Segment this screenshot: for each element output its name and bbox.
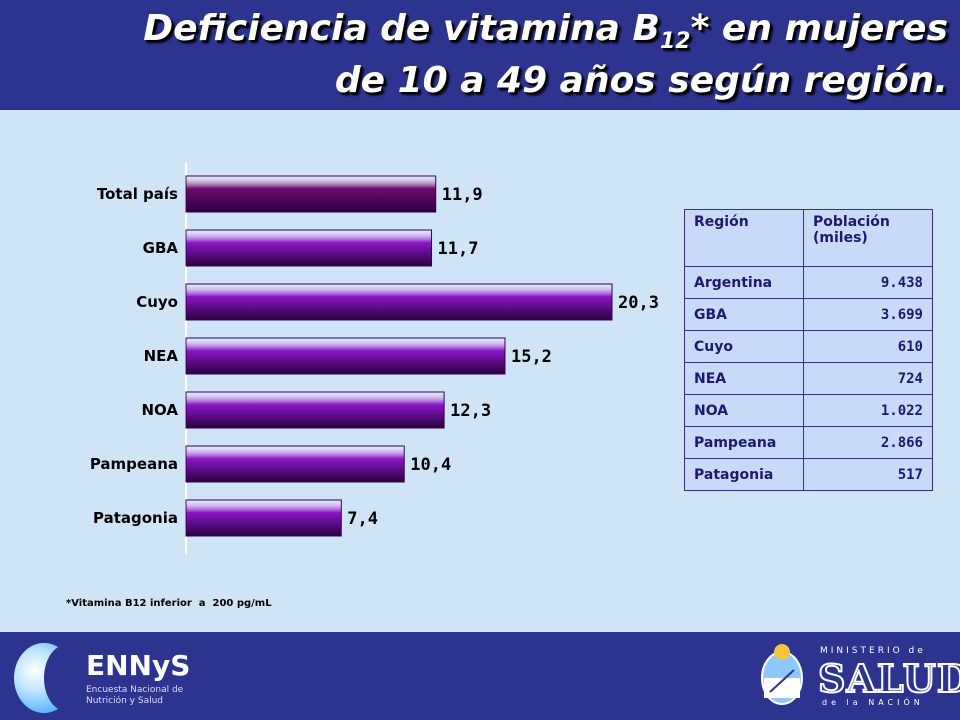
data-label: 20,3 bbox=[618, 293, 659, 313]
table-cell-region: GBA bbox=[684, 298, 804, 331]
data-label: 7,4 bbox=[347, 509, 378, 529]
bar bbox=[185, 283, 613, 321]
category-label: Pampeana bbox=[90, 455, 178, 473]
category-label: Patagonia bbox=[93, 509, 178, 527]
ennys-subtitle: Encuesta Nacional de Nutrición y Salud bbox=[86, 685, 184, 706]
table-row: Patagonia 517 bbox=[684, 458, 933, 491]
population-table: Región Población (miles) Argentina 9.438 G… bbox=[684, 209, 933, 491]
table-cell-region: NEA bbox=[684, 362, 804, 395]
table-row: NEA 724 bbox=[684, 362, 933, 395]
category-label: Total país bbox=[97, 185, 178, 203]
bar bbox=[185, 337, 506, 375]
footnote: *Vitamina B12 inferior a 200 pg/mL bbox=[66, 598, 272, 609]
category-label: Cuyo bbox=[136, 293, 178, 311]
coat-of-arms-icon bbox=[761, 644, 803, 705]
table-cell-region: Cuyo bbox=[684, 330, 804, 363]
category-label: NOA bbox=[141, 401, 178, 419]
page-title-line-2: de 10 a 49 años según región. bbox=[334, 60, 948, 101]
bar bbox=[185, 499, 342, 537]
header-band: Deficiencia de vitamina B12* en mujeres … bbox=[0, 0, 960, 110]
table-cell-population: 9.438 bbox=[803, 266, 933, 299]
table-cell-population: 1.022 bbox=[803, 394, 933, 427]
data-label: 11,9 bbox=[442, 185, 483, 205]
table-cell-region: NOA bbox=[684, 394, 804, 427]
table-row: Pampeana 2.866 bbox=[684, 426, 933, 459]
category-label: NEA bbox=[144, 347, 179, 365]
page-title-line-1: Deficiencia de vitamina B12* en mujeres bbox=[143, 8, 948, 55]
table-cell-population: 610 bbox=[803, 330, 933, 363]
ministerio-logo: MINISTERIO de SALUD de la NACIÓN bbox=[756, 636, 960, 716]
table-cell-population: 2.866 bbox=[803, 426, 933, 459]
ministerio-bottom-text: de la NACIÓN bbox=[822, 698, 924, 707]
table-cell-population: 517 bbox=[803, 458, 933, 491]
data-label: 10,4 bbox=[410, 455, 451, 475]
data-label: 11,7 bbox=[438, 239, 479, 259]
bar bbox=[185, 391, 445, 429]
table-cell-population: 724 bbox=[803, 362, 933, 395]
title-subscript: 12 bbox=[659, 29, 691, 55]
bar bbox=[185, 445, 405, 483]
ennys-brand: ENNyS bbox=[86, 649, 191, 682]
ministerio-top-text: MINISTERIO de bbox=[820, 646, 926, 656]
category-label: GBA bbox=[143, 239, 179, 257]
header-population: Población (miles) bbox=[803, 209, 933, 267]
table-row: GBA 3.699 bbox=[684, 298, 933, 331]
data-label: 15,2 bbox=[511, 347, 552, 367]
table-cell-region: Patagonia bbox=[684, 458, 804, 491]
table-row: Cuyo 610 bbox=[684, 330, 933, 363]
data-label: 12,3 bbox=[450, 401, 491, 421]
bar-chart: Total país 11,9 GBA 11,7 Cuyo 20,3 NEA 15,2 NOA 1… bbox=[90, 162, 659, 554]
table-cell-population: 3.699 bbox=[803, 298, 933, 331]
table-cell-region: Pampeana bbox=[684, 426, 804, 459]
bar bbox=[185, 229, 433, 267]
table-header-row: Región Población (miles) bbox=[684, 209, 933, 267]
bar bbox=[185, 175, 437, 213]
ennys-logo: ENNyS Encuesta Nacional de Nutrición y S… bbox=[14, 641, 194, 715]
table-row: NOA 1.022 bbox=[684, 394, 933, 427]
table-row: Argentina 9.438 bbox=[684, 266, 933, 299]
ministerio-salud-text: SALUD bbox=[817, 655, 960, 702]
table-cell-region: Argentina bbox=[684, 266, 804, 299]
header-region: Región bbox=[684, 209, 804, 267]
